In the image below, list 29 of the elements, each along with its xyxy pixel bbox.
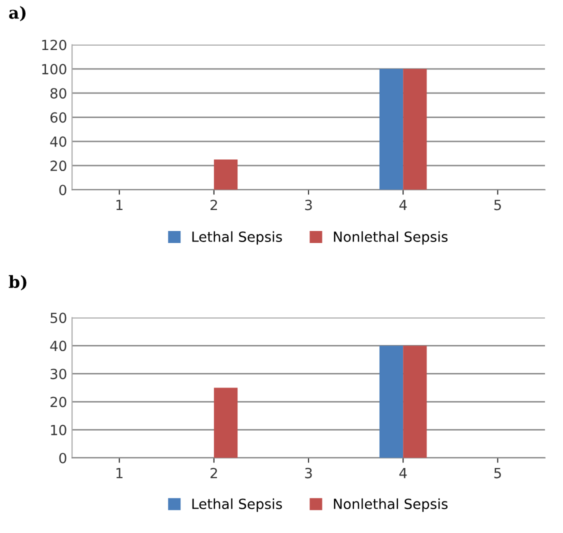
y-tick-label: 30 [50,368,66,380]
x-tick-label: 1 [116,468,122,478]
chart-title: a) [9,6,26,22]
y-tick-label: 50 [50,312,66,324]
x-tick-label: 5 [494,200,501,210]
x-tick-label: 2 [210,468,217,478]
y-tick-label: 40 [50,136,66,147]
y-tick-label: 40 [50,340,66,352]
legend-label: Lethal Sepsis [192,231,282,245]
y-tick-label: 100 [42,64,66,74]
legend-label: Nonlethal Sepsis [334,231,448,245]
x-tick-label: 2 [210,200,217,210]
y-tick-label: 80 [50,88,66,99]
y-tick-label: 10 [51,424,66,436]
x-tick-label: 1 [116,200,122,210]
y-tick-label: 60 [50,112,66,123]
x-tick-label: 3 [305,468,312,478]
chart-title: b) [8,275,26,290]
y-tick-label: 20 [50,396,66,408]
y-tick-label: 120 [42,40,66,50]
x-tick-label: 4 [399,468,407,478]
x-tick-label: 5 [494,468,501,478]
y-tick-label: 0 [59,452,66,464]
x-tick-label: 4 [399,200,407,210]
legend-label: Nonlethal Sepsis [334,498,448,512]
x-tick-label: 3 [305,200,312,210]
y-tick-label: 0 [59,184,66,196]
legend-label: Lethal Sepsis [192,498,282,512]
y-tick-label: 20 [50,160,66,172]
